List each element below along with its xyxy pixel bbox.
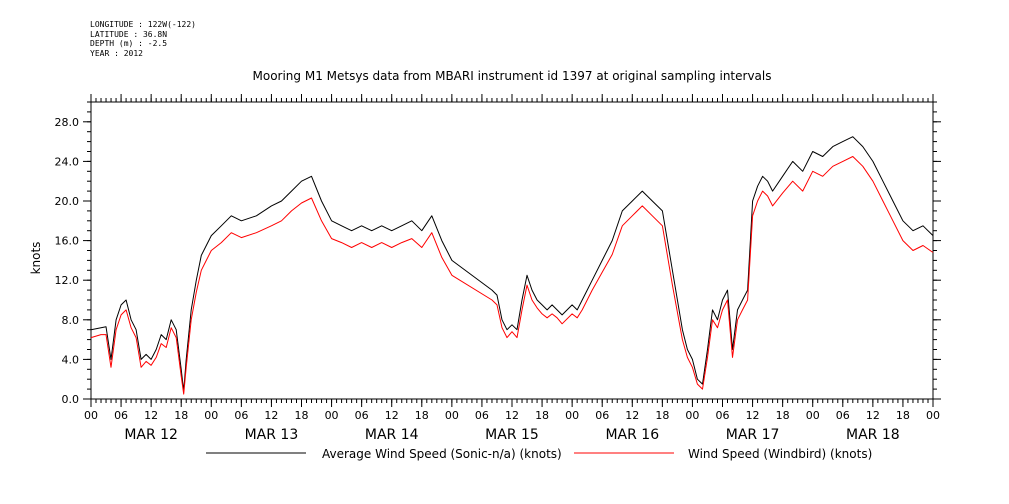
legend-label-sonic: Average Wind Speed (Sonic-n/a) (knots): [322, 447, 562, 461]
metadata-block: LONGITUDE : 122W(-122) LATITUDE : 36.8N …: [90, 20, 196, 58]
y-tick-label: 28.0: [55, 116, 80, 129]
x-axis: 00 06 12 18 00 06 12 18 00 06 12 18 00 06 12 18 00 06 12 18…: [84, 94, 940, 422]
plot-frame: [90, 101, 934, 400]
x-tick-label: 12: [866, 409, 880, 422]
legend-label-windbird: Wind Speed (Windbird) (knots): [688, 447, 872, 461]
series-line-windbird: [90, 156, 934, 395]
day-label: MAR 13: [245, 427, 299, 443]
x-tick-label: 12: [505, 409, 519, 422]
x-tick-label: 00: [204, 409, 218, 422]
legend: Average Wind Speed (Sonic-n/a) (knots) W…: [206, 447, 872, 461]
day-label: MAR 14: [365, 427, 419, 443]
y-axis-label: knots: [29, 242, 43, 275]
x-tick-label: 18: [896, 409, 910, 422]
minor-ticks: [87, 98, 937, 403]
y-tick-label: 8.0: [62, 314, 80, 327]
x-tick-label: 12: [264, 409, 278, 422]
day-label: MAR 18: [846, 427, 900, 443]
x-tick-label: 06: [716, 409, 730, 422]
x-tick-label: 00: [325, 409, 339, 422]
x-tick-label: 06: [595, 409, 609, 422]
x-tick-label: 12: [144, 409, 158, 422]
x-tick-label: 18: [415, 409, 429, 422]
day-label: MAR 16: [605, 427, 659, 443]
x-tick-label: 18: [174, 409, 188, 422]
y-tick-label: 4.0: [62, 353, 80, 366]
x-tick-label: 06: [475, 409, 489, 422]
x-tick-label: 00: [84, 409, 98, 422]
year-label: YEAR : 2012: [90, 48, 143, 58]
day-label: MAR 12: [124, 427, 178, 443]
series-layer: [90, 136, 934, 395]
x-tick-label: 12: [746, 409, 760, 422]
y-tick-label: 24.0: [55, 155, 80, 168]
x-tick-label: 06: [355, 409, 369, 422]
longitude-label: LONGITUDE : 122W(-122): [90, 20, 196, 29]
x-tick-label: 00: [806, 409, 820, 422]
x-tick-label: 12: [625, 409, 639, 422]
x-tick-label: 06: [836, 409, 850, 422]
x-tick-label: 12: [385, 409, 399, 422]
day-label: MAR 15: [485, 427, 539, 443]
y-axis: 0.0 4.0 8.0 12.0 16.0 20.0 24.0 28.0: [55, 116, 941, 406]
day-labels: MAR 12 MAR 13 MAR 14 MAR 15 MAR 16 MAR 17 MAR …: [124, 427, 899, 443]
series-line-sonic: [90, 136, 934, 392]
y-tick-label: 20.0: [55, 195, 80, 208]
x-tick-label: 18: [535, 409, 549, 422]
x-tick-label: 00: [565, 409, 579, 422]
x-tick-label: 00: [926, 409, 940, 422]
chart-title: Mooring M1 Metsys data from MBARI instru…: [253, 69, 772, 83]
day-label: MAR 17: [726, 427, 780, 443]
y-tick-label: 0.0: [62, 393, 80, 406]
x-tick-label: 06: [234, 409, 248, 422]
latitude-label: LATITUDE : 36.8N: [90, 29, 168, 39]
x-tick-label: 00: [445, 409, 459, 422]
x-tick-label: 00: [685, 409, 699, 422]
y-tick-label: 16.0: [55, 235, 80, 248]
x-tick-label: 06: [114, 409, 128, 422]
y-tick-label: 12.0: [55, 274, 80, 287]
x-tick-label: 18: [776, 409, 790, 422]
x-tick-label: 18: [295, 409, 309, 422]
depth-label: DEPTH (m) : -2.5: [90, 39, 168, 48]
x-tick-label: 18: [655, 409, 669, 422]
